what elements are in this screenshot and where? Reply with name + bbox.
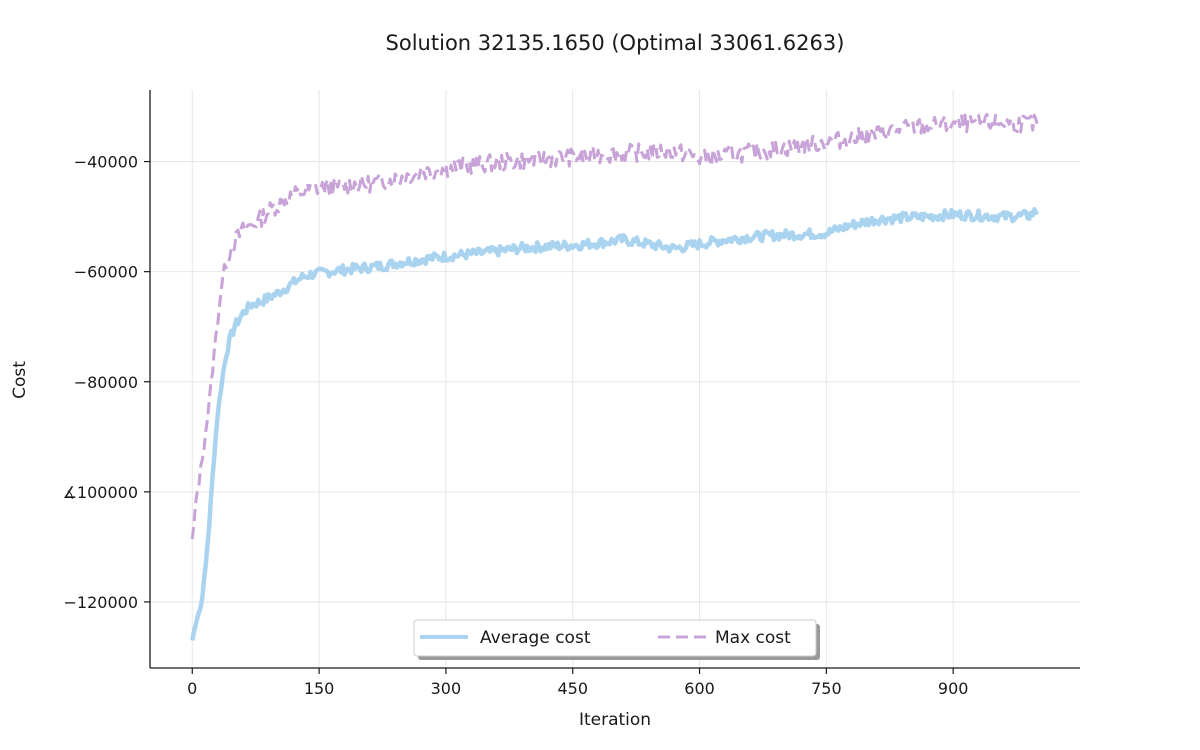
x-tick-label: 900 bbox=[938, 679, 969, 698]
axes bbox=[149, 90, 1080, 669]
max-cost-line bbox=[190, 112, 1040, 540]
legend-max-label: Max cost bbox=[715, 628, 791, 648]
legend-box bbox=[413, 619, 817, 657]
x-tick-label: 450 bbox=[557, 679, 588, 698]
x-tick-label: 600 bbox=[684, 679, 715, 698]
x-tick-label: 0 bbox=[187, 679, 197, 698]
grid bbox=[150, 90, 1080, 668]
series-layer bbox=[190, 112, 1040, 641]
legend: Average cost Max cost bbox=[413, 619, 820, 660]
x-tick-label: 750 bbox=[811, 679, 842, 698]
x-tick-label: 300 bbox=[431, 679, 462, 698]
legend-average-label: Average cost bbox=[480, 628, 591, 648]
y-axis-label: Cost bbox=[10, 361, 30, 399]
x-tick-label: 150 bbox=[304, 679, 335, 698]
y-tick-label: −60000 bbox=[74, 263, 138, 282]
y-tick-label: −80000 bbox=[74, 373, 138, 392]
x-axis-label: Iteration bbox=[579, 710, 651, 730]
chart-title: Solution 32135.1650 (Optimal 33061.6263) bbox=[386, 31, 845, 55]
x-ticks: 0 150 300 450 600 750 900 bbox=[187, 668, 968, 698]
y-tick-label: ∡100000 bbox=[63, 483, 138, 502]
y-tick-label: −40000 bbox=[74, 153, 138, 172]
y-ticks: −120000 ∡100000 −80000 −60000 −40000 bbox=[63, 153, 150, 612]
y-tick-label: −120000 bbox=[64, 593, 138, 612]
average-cost-line bbox=[190, 207, 1040, 641]
